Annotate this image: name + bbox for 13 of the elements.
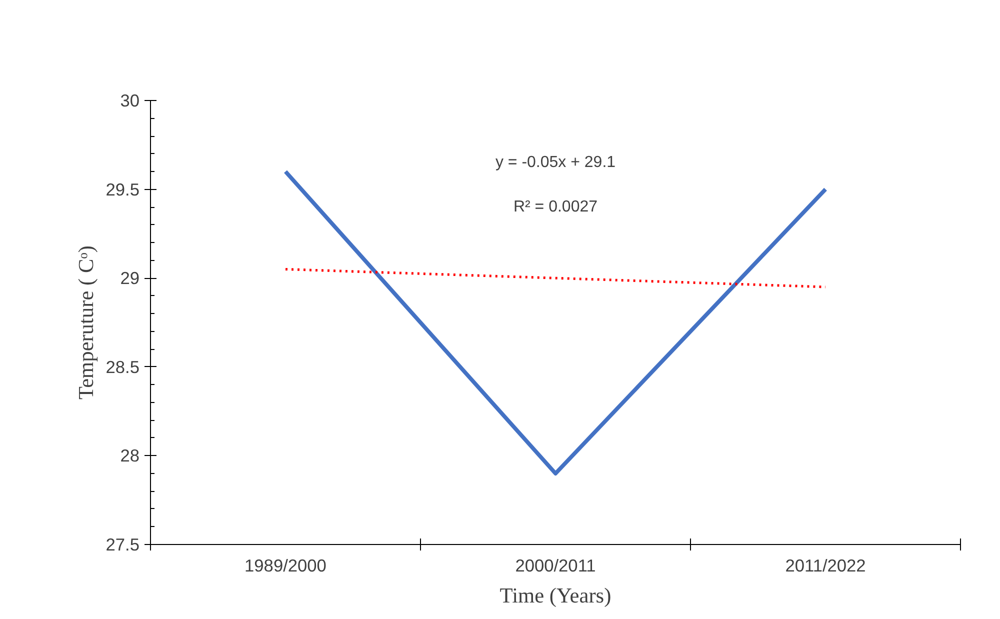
y-axis-title: Temperuture ( Cᵒ) — [74, 246, 98, 400]
x-tick-label: 2000/2011 — [515, 556, 596, 576]
x-axis-title: Time (Years) — [500, 584, 612, 608]
y-tick-label: 27.5 — [106, 534, 140, 554]
x-tick-label: 2011/2022 — [785, 556, 866, 576]
y-tick-label: 28 — [120, 446, 140, 466]
y-tick-label: 30 — [120, 90, 140, 110]
x-tick-label: 1989/2000 — [244, 556, 326, 576]
annotation: y = -0.05x + 29.1 — [495, 154, 616, 172]
y-tick-label: 28.5 — [106, 356, 140, 377]
annotation: R² = 0.0027 — [513, 198, 598, 216]
y-tick-label: 29 — [120, 268, 140, 288]
y-tick-label: 29.5 — [106, 179, 140, 200]
